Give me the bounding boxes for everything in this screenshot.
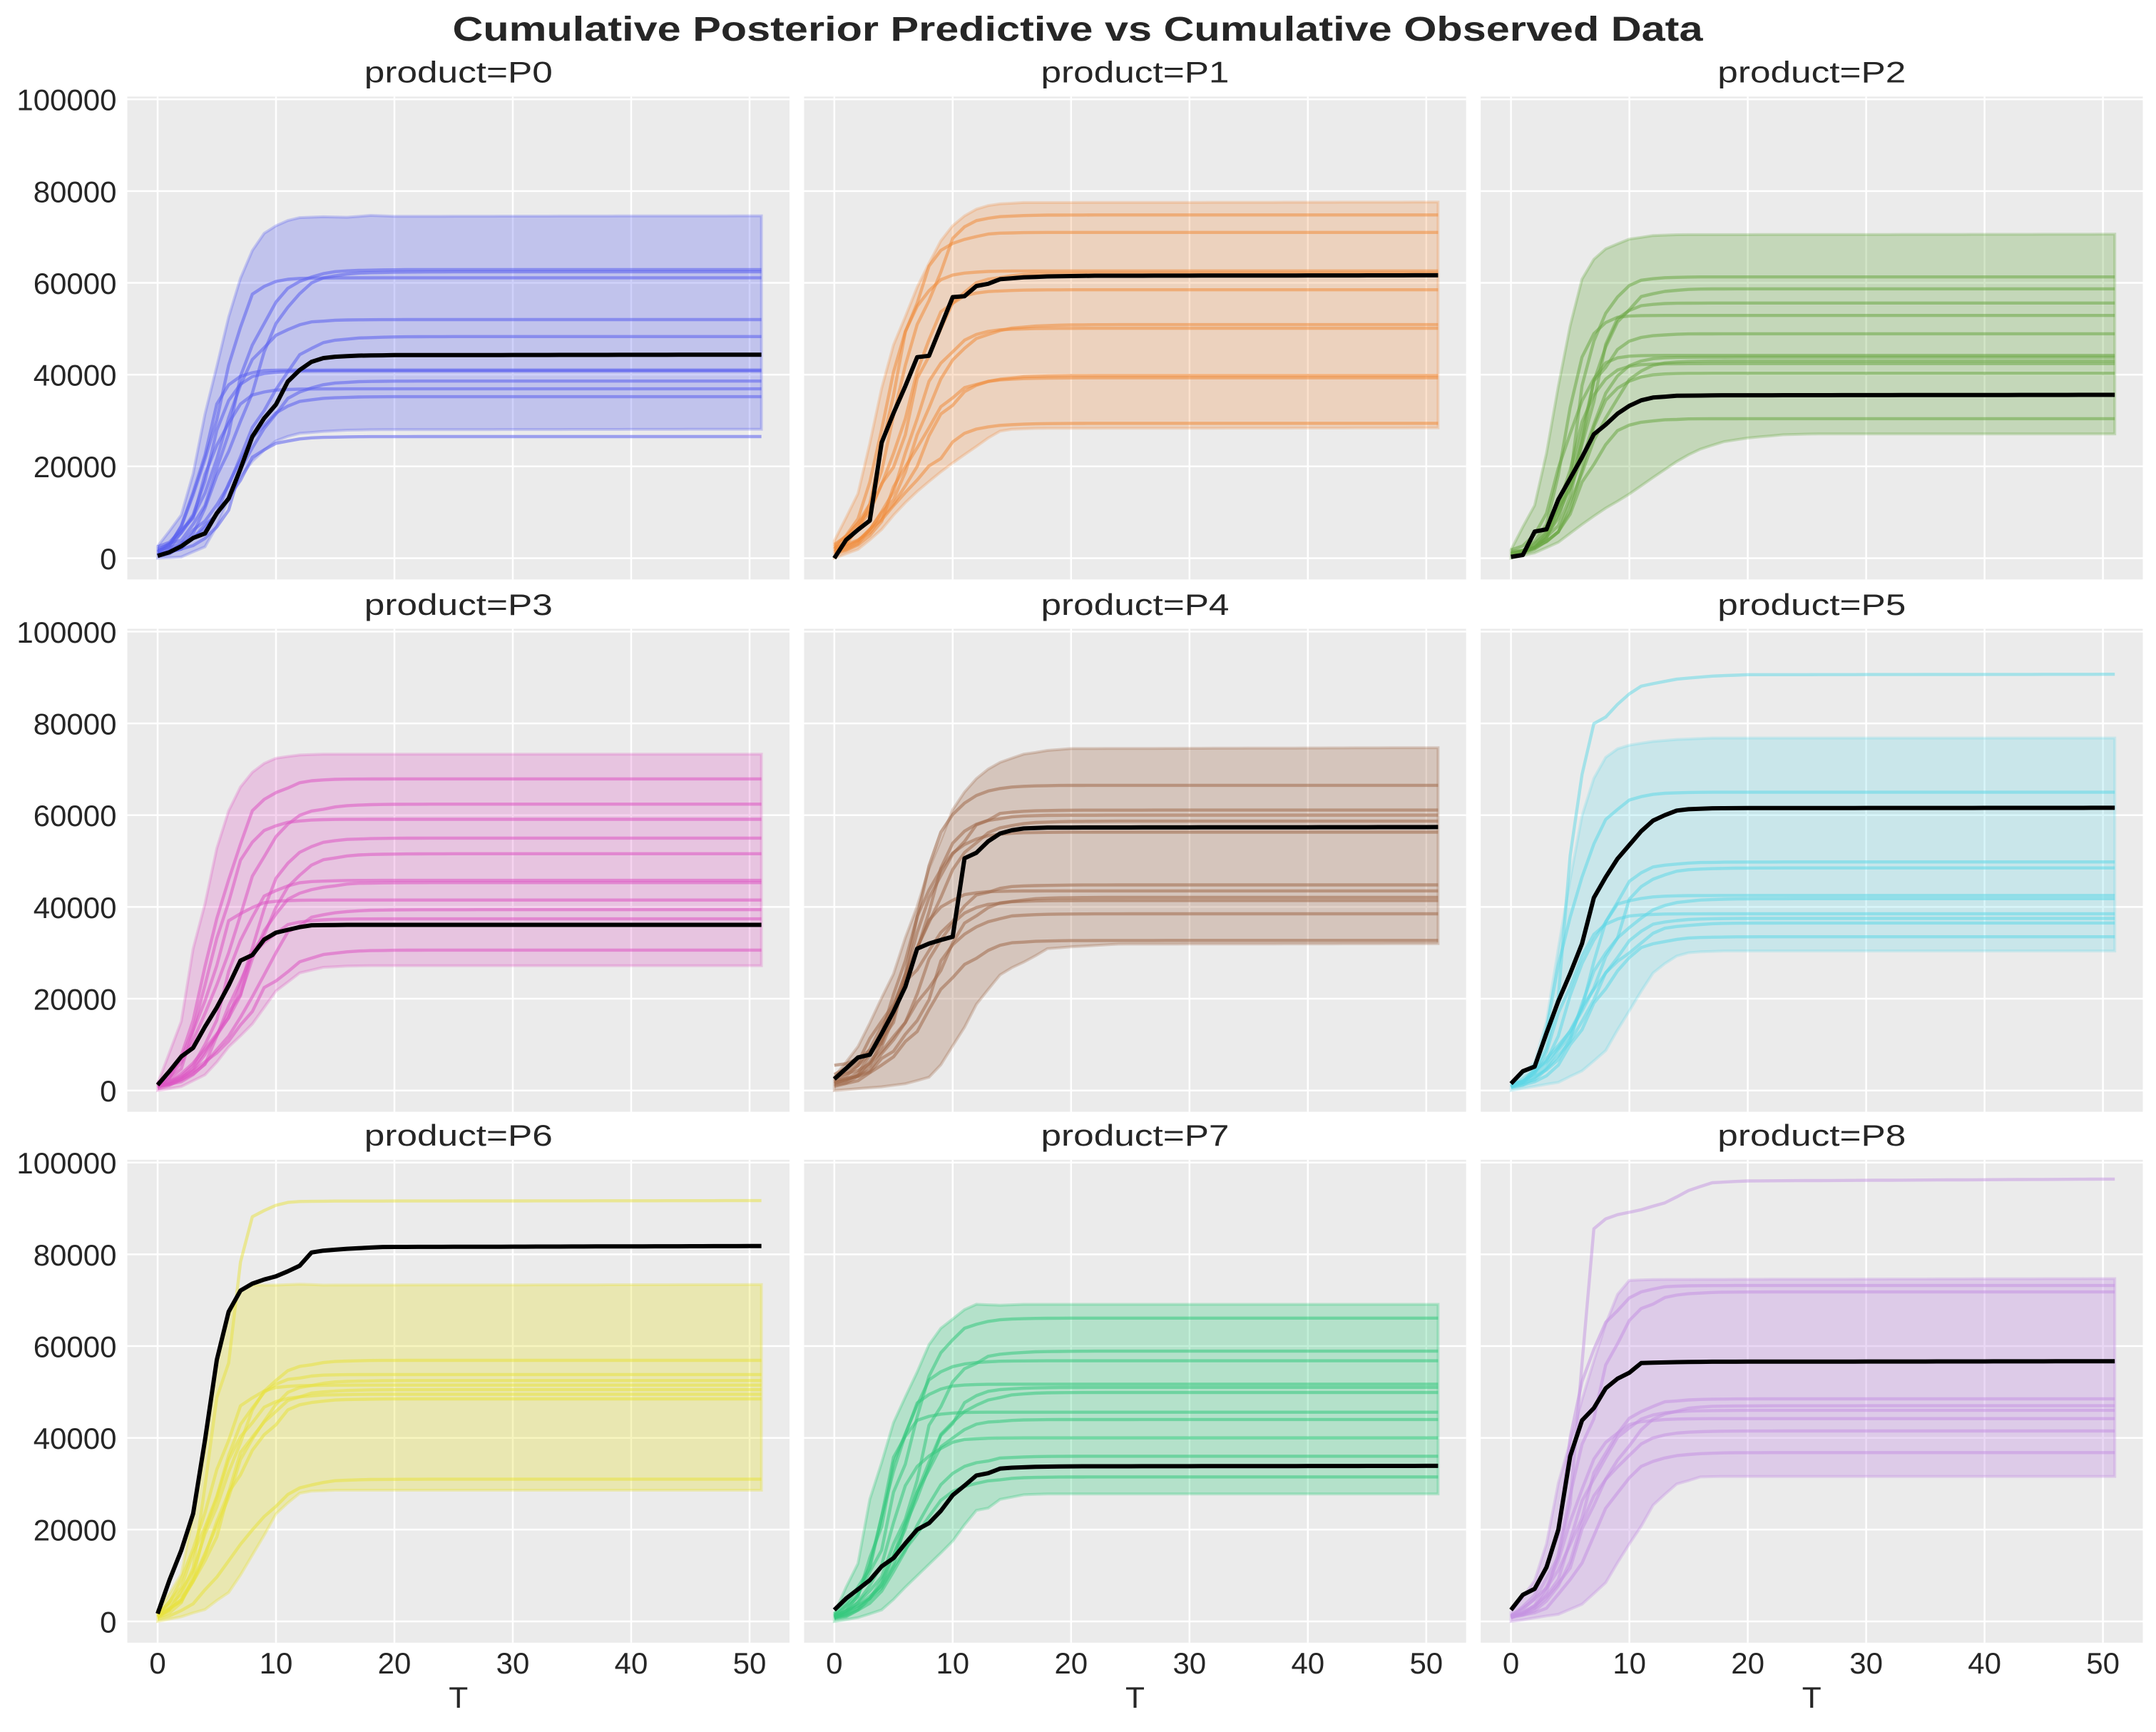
svg-text:40: 40 xyxy=(1291,1646,1324,1680)
svg-text:20000: 20000 xyxy=(34,1514,117,1547)
svg-text:40000: 40000 xyxy=(34,891,117,924)
svg-text:80000: 80000 xyxy=(34,1238,117,1272)
svg-text:0: 0 xyxy=(149,1646,165,1680)
svg-text:40000: 40000 xyxy=(34,1422,117,1455)
svg-text:100000: 100000 xyxy=(16,616,116,649)
svg-text:20: 20 xyxy=(1054,1646,1088,1680)
svg-text:product=P1: product=P1 xyxy=(1041,56,1230,89)
svg-text:0: 0 xyxy=(100,1074,116,1108)
svg-text:100000: 100000 xyxy=(16,83,116,117)
svg-text:30: 30 xyxy=(1849,1646,1883,1680)
svg-text:10: 10 xyxy=(1613,1646,1646,1680)
svg-text:10: 10 xyxy=(936,1646,969,1680)
svg-text:80000: 80000 xyxy=(34,175,117,208)
svg-text:60000: 60000 xyxy=(34,267,117,300)
svg-text:30: 30 xyxy=(1172,1646,1206,1680)
svg-text:40: 40 xyxy=(615,1646,648,1680)
svg-text:product=P2: product=P2 xyxy=(1717,56,1906,89)
svg-text:20000: 20000 xyxy=(34,450,117,484)
svg-text:product=P8: product=P8 xyxy=(1717,1119,1906,1152)
svg-text:20: 20 xyxy=(378,1646,412,1680)
svg-text:T: T xyxy=(1125,1681,1145,1714)
svg-text:60000: 60000 xyxy=(34,799,117,832)
svg-text:30: 30 xyxy=(496,1646,530,1680)
svg-text:100000: 100000 xyxy=(16,1146,116,1180)
svg-text:T: T xyxy=(449,1681,468,1714)
svg-text:10: 10 xyxy=(260,1646,293,1680)
svg-text:60000: 60000 xyxy=(34,1330,117,1363)
svg-text:50: 50 xyxy=(2086,1646,2120,1680)
svg-text:product=P5: product=P5 xyxy=(1717,588,1906,621)
svg-text:20000: 20000 xyxy=(34,982,117,1016)
svg-text:20: 20 xyxy=(1731,1646,1764,1680)
svg-text:product=P7: product=P7 xyxy=(1041,1119,1230,1152)
svg-text:50: 50 xyxy=(1409,1646,1443,1680)
svg-text:T: T xyxy=(1802,1681,1822,1714)
svg-text:0: 0 xyxy=(100,542,116,576)
svg-text:product=P4: product=P4 xyxy=(1041,588,1230,621)
svg-text:40: 40 xyxy=(1968,1646,2001,1680)
svg-text:80000: 80000 xyxy=(34,708,117,741)
svg-text:Cumulative Posterior Predictiv: Cumulative Posterior Predictive vs Cumul… xyxy=(453,11,1703,49)
svg-text:40000: 40000 xyxy=(34,359,117,392)
svg-text:0: 0 xyxy=(100,1605,116,1639)
svg-text:0: 0 xyxy=(1503,1646,1519,1680)
svg-text:product=P3: product=P3 xyxy=(364,588,553,621)
svg-text:50: 50 xyxy=(733,1646,767,1680)
svg-text:product=P6: product=P6 xyxy=(364,1119,553,1152)
svg-text:product=P0: product=P0 xyxy=(364,56,553,89)
svg-text:0: 0 xyxy=(826,1646,842,1680)
